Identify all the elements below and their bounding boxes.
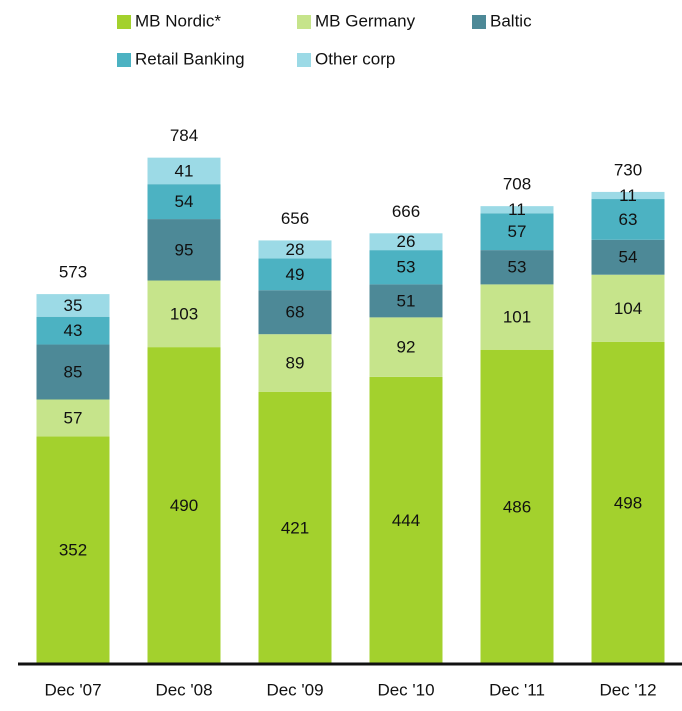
- bar-segment: [369, 250, 443, 285]
- data-label: 53: [508, 258, 527, 277]
- data-label: 49: [286, 265, 305, 284]
- legend-swatch: [117, 15, 131, 29]
- data-label: 101: [503, 308, 531, 327]
- total-label: 666: [392, 202, 420, 221]
- data-label: 490: [170, 496, 198, 515]
- legend-label: Retail Banking: [135, 49, 245, 68]
- bar-segment: [36, 344, 110, 400]
- x-tick-label: Dec '12: [599, 680, 656, 699]
- bar-segment: [591, 191, 665, 200]
- bar-segment: [480, 213, 554, 251]
- bar-segment: [147, 347, 221, 664]
- data-label: 26: [397, 232, 416, 251]
- data-label: 54: [175, 192, 194, 211]
- total-label: 656: [281, 209, 309, 228]
- data-label: 421: [281, 518, 309, 537]
- legend-label: MB Nordic*: [135, 11, 221, 30]
- data-label: 53: [397, 258, 416, 277]
- data-label: 498: [614, 493, 642, 512]
- bar-segment: [147, 184, 221, 220]
- bar-segment: [480, 206, 554, 214]
- total-label: 730: [614, 160, 642, 179]
- bar-segment: [258, 258, 332, 291]
- bar-segment: [369, 284, 443, 318]
- bar-segment: [36, 399, 110, 437]
- legend-swatch: [117, 53, 131, 67]
- bar-segment: [480, 349, 554, 664]
- x-tick-label: Dec '10: [377, 680, 434, 699]
- total-label: 573: [59, 263, 87, 282]
- data-label: 444: [392, 511, 420, 530]
- x-tick-label: Dec '11: [489, 680, 545, 699]
- bar-segment: [258, 240, 332, 259]
- legend-swatch: [297, 15, 311, 29]
- data-label: 63: [619, 210, 638, 229]
- data-label: 51: [397, 291, 416, 310]
- x-tick-label: Dec '07: [44, 680, 101, 699]
- total-label: 708: [503, 175, 531, 194]
- data-label: 54: [619, 248, 638, 267]
- legend-swatch: [297, 53, 311, 67]
- bar-segment: [369, 376, 443, 664]
- x-tick-label: Dec '09: [266, 680, 323, 699]
- bar-segment: [147, 280, 221, 348]
- total-label: 784: [170, 126, 198, 145]
- data-label: 352: [59, 541, 87, 560]
- bar-segment: [480, 284, 554, 350]
- data-label: 104: [614, 299, 642, 318]
- bar-segment: [36, 436, 110, 664]
- data-label: 57: [508, 222, 527, 241]
- bar-segment: [258, 391, 332, 664]
- data-label: 95: [175, 240, 194, 259]
- bar-segment: [258, 334, 332, 392]
- bar-segment: [36, 316, 110, 345]
- bar-segment: [258, 290, 332, 335]
- data-label: 28: [286, 240, 305, 259]
- bar-segment: [591, 341, 665, 664]
- data-label: 43: [64, 321, 83, 340]
- data-label: 68: [286, 303, 305, 322]
- legend-label: MB Germany: [315, 11, 416, 30]
- bar-segment: [591, 199, 665, 240]
- data-label: 486: [503, 497, 531, 516]
- data-label: 92: [397, 338, 416, 357]
- data-label: 11: [619, 186, 637, 205]
- data-label: 41: [175, 161, 194, 180]
- data-label: 35: [64, 296, 83, 315]
- legend-label: Baltic: [490, 11, 532, 30]
- bar-segment: [591, 239, 665, 275]
- legend-swatch: [472, 15, 486, 29]
- data-label: 89: [286, 353, 305, 372]
- bar-segment: [591, 274, 665, 342]
- bar-segment: [369, 233, 443, 251]
- bar-segment: [147, 157, 221, 185]
- data-label: 103: [170, 304, 198, 323]
- data-label: 57: [64, 408, 83, 427]
- bar-segment: [147, 219, 221, 281]
- data-label: 11: [508, 200, 526, 219]
- data-label: 85: [64, 363, 83, 382]
- legend-label: Other corp: [315, 49, 395, 68]
- bar-segment: [480, 250, 554, 285]
- bar-segment: [36, 294, 110, 317]
- bar-segment: [369, 317, 443, 377]
- x-tick-label: Dec '08: [155, 680, 212, 699]
